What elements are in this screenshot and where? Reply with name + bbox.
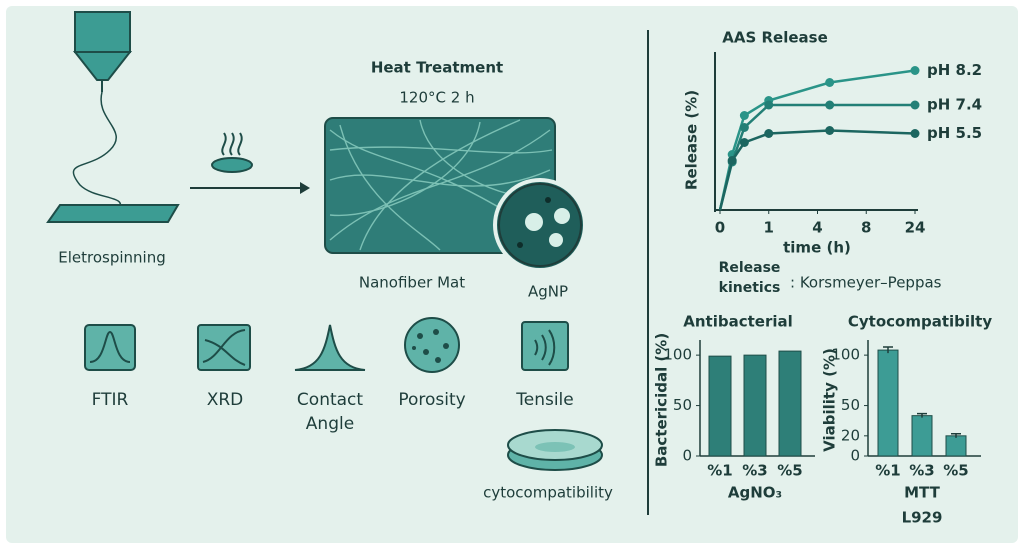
x-tick-label: 8: [861, 219, 871, 237]
x-tick-label: %1: [707, 462, 732, 480]
method-label: Tensile: [516, 390, 574, 410]
error-bar: [951, 433, 961, 438]
point: [764, 129, 774, 138]
x-tick-label: %1: [875, 462, 900, 480]
x-tick-label: 24: [905, 219, 926, 237]
method-label: FTIR: [91, 390, 129, 410]
bar: [945, 435, 967, 457]
x-tick-label: %3: [742, 462, 767, 480]
kinetics-label: Release kinetics: [718, 260, 781, 296]
method-label: Contact Angle: [296, 390, 364, 434]
point: [825, 100, 835, 110]
error-bar: [883, 346, 893, 354]
series-label: pH 5.5: [927, 124, 982, 142]
x-tick-label: 0: [715, 219, 725, 237]
x-tick-label: %5: [777, 462, 802, 480]
y-axis-label: Release (%): [683, 90, 701, 190]
method-label: cytocompatibility: [483, 484, 613, 502]
point: [739, 123, 749, 132]
point: [910, 66, 920, 75]
x-tick-label: 4: [812, 219, 822, 237]
bar: [743, 354, 767, 457]
step-label: Eletrospinning: [58, 249, 165, 267]
y-tick-label: 50: [673, 396, 692, 414]
y-axis-label: Viability (%): [821, 348, 839, 452]
point: [825, 126, 835, 135]
bar: [708, 355, 732, 457]
point: [910, 100, 920, 110]
mat-label: Nanofiber Mat: [359, 274, 465, 292]
point: [825, 78, 835, 87]
method-label: Porosity: [398, 390, 466, 410]
agnp-zoom: [493, 178, 587, 272]
y-tick-label: 100: [663, 346, 692, 364]
icons: [84, 317, 603, 471]
agnp-label: AgNP: [528, 283, 568, 301]
point: [764, 100, 774, 110]
chart-title: Cytocompatibilty: [848, 313, 992, 331]
y-tick-label: 20: [841, 426, 860, 444]
method-label: XRD: [206, 390, 244, 410]
point: [739, 138, 749, 147]
chart-title: AAS Release: [722, 29, 828, 47]
series-label: pH 8.2: [927, 61, 982, 79]
syringe: [46, 11, 180, 223]
heat-icon: [211, 132, 253, 173]
x-axis-label: AgNO₃: [728, 484, 782, 502]
heat-title: Heat Treatment: [371, 59, 503, 77]
bar: [877, 349, 899, 457]
x-tick-label: %5: [943, 462, 968, 480]
chart-title: Antibacterial: [683, 313, 793, 331]
error-bar: [917, 412, 927, 418]
series-label: pH 7.4: [927, 96, 982, 114]
point: [727, 156, 737, 165]
release-line: [718, 129, 916, 211]
y-tick-label: 0: [682, 447, 692, 465]
point: [910, 129, 920, 138]
x-tick-label: %3: [909, 462, 934, 480]
y-tick-label: 50: [841, 396, 860, 414]
x-axis-label: MTT: [904, 484, 941, 502]
heat-conditions: 120°C 2 h: [399, 89, 474, 107]
arrow-head: [300, 182, 310, 194]
x-axis-label: time (h): [783, 239, 851, 257]
bar: [911, 415, 933, 457]
y-axis-label: Bactericidal (%): [653, 333, 671, 467]
point: [739, 111, 749, 120]
y-tick-label: 100: [831, 346, 860, 364]
x-axis-sublabel: L929: [902, 509, 943, 527]
kinetics-model: : Korsmeyer–Peppas: [790, 274, 942, 292]
bar: [778, 350, 802, 457]
x-tick-label: 1: [764, 219, 774, 237]
y-tick-label: 0: [850, 447, 860, 465]
